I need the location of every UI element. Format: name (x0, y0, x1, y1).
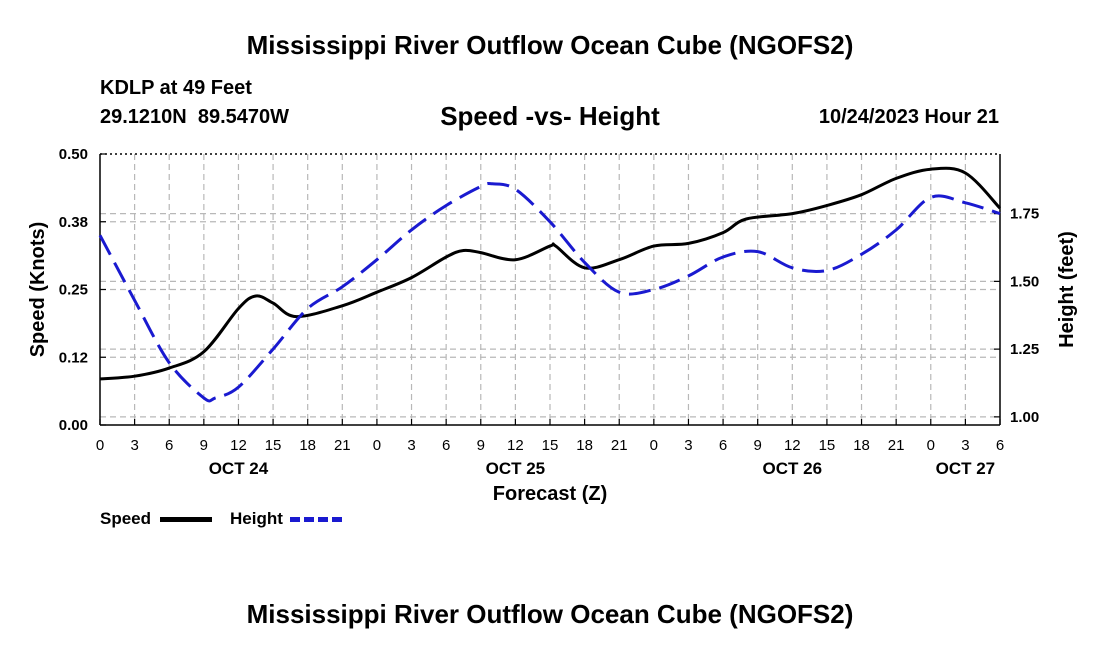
x-tick-label: 6 (442, 437, 450, 454)
x-tick-label: 0 (650, 437, 658, 454)
x-tick-label: 6 (719, 437, 727, 454)
x-tick-label: 0 (373, 437, 381, 454)
y2-tick-label: 1.75 (1010, 206, 1039, 223)
x-tick-label: 21 (888, 437, 905, 454)
y-tick-label: 0.38 (59, 214, 88, 231)
x-tick-label: 9 (754, 437, 762, 454)
x-tick-label: 15 (542, 437, 559, 454)
speed-series-line (99, 166, 1002, 381)
station-coordinates: 29.1210N 89.5470W (100, 106, 290, 128)
x-tick-label: 12 (507, 437, 524, 454)
x-tick-label: 21 (334, 437, 351, 454)
legend-height-label: Height (230, 509, 283, 528)
date-label: OCT 25 (486, 459, 546, 478)
x-tick-label: 15 (265, 437, 282, 454)
x-tick-label: 12 (784, 437, 801, 454)
y-tick-label: 0.50 (59, 146, 88, 163)
legend-height-swatch (290, 517, 342, 522)
chart-subtitle: Speed -vs- Height (440, 101, 660, 131)
x-tick-label: 9 (477, 437, 485, 454)
x-tick-label: 3 (407, 437, 415, 454)
x-tick-label: 6 (165, 437, 173, 454)
y-axis-label: Speed (Knots) (27, 222, 49, 358)
x-tick-label: 3 (684, 437, 692, 454)
forecast-timestamp: 10/24/2023 Hour 21 (818, 106, 999, 128)
date-label: OCT 27 (936, 459, 996, 478)
y-tick-label: 0.00 (59, 417, 88, 434)
x-tick-label: 3 (961, 437, 969, 454)
height-series-line (98, 182, 1001, 403)
y2-tick-label: 1.25 (1010, 341, 1039, 358)
x-tick-label: 3 (130, 437, 138, 454)
x-tick-label: 18 (576, 437, 593, 454)
y2-tick-label: 1.00 (1010, 409, 1039, 426)
x-tick-label: 12 (230, 437, 247, 454)
chart-title: Mississippi River Outflow Ocean Cube (NG… (246, 30, 854, 60)
x-axis-label: Forecast (Z) (493, 483, 607, 505)
y-tick-label: 0.25 (59, 282, 88, 299)
x-tick-label: 21 (611, 437, 628, 454)
footer-title: Mississippi River Outflow Ocean Cube (NG… (246, 599, 854, 629)
x-tick-label: 18 (853, 437, 870, 454)
x-tick-label: 9 (200, 437, 208, 454)
y2-axis-label: Height (feet) (1056, 231, 1078, 348)
legend-speed-swatch (160, 517, 212, 522)
station-label: KDLP at 49 Feet (100, 77, 252, 99)
y2-tick-label: 1.50 (1010, 273, 1039, 290)
y-tick-label: 0.12 (59, 349, 88, 366)
x-tick-label: 15 (819, 437, 836, 454)
date-label: OCT 26 (763, 459, 823, 478)
x-tick-label: 0 (96, 437, 104, 454)
x-tick-label: 18 (299, 437, 316, 454)
x-tick-label: 0 (927, 437, 935, 454)
x-tick-label: 6 (996, 437, 1004, 454)
legend-speed-label: Speed (100, 509, 152, 528)
date-label: OCT 24 (209, 459, 269, 478)
